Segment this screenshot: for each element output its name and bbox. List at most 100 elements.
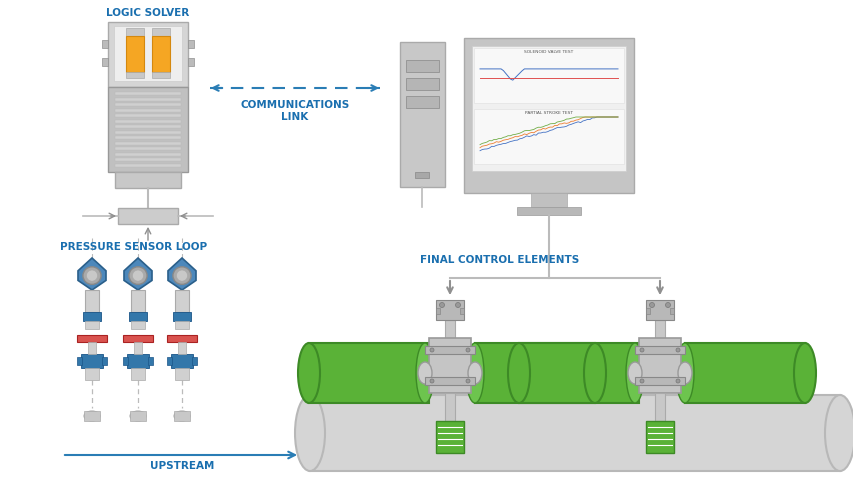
Polygon shape — [78, 258, 106, 290]
Bar — [131, 290, 145, 312]
Ellipse shape — [625, 343, 643, 403]
Bar — [84, 411, 100, 421]
Bar — [88, 342, 96, 354]
Bar — [85, 321, 99, 329]
Bar — [519, 343, 638, 403]
Bar — [115, 172, 181, 188]
Text: SOLENOID VALVE TEST: SOLENOID VALVE TEST — [524, 50, 573, 54]
Polygon shape — [168, 258, 196, 290]
Bar — [635, 346, 684, 354]
Bar — [115, 92, 181, 95]
Bar — [175, 290, 189, 312]
Ellipse shape — [676, 348, 679, 352]
Bar — [102, 58, 107, 66]
Bar — [188, 40, 194, 48]
Bar — [115, 136, 181, 139]
Bar — [127, 354, 148, 368]
Bar — [516, 207, 580, 215]
Bar — [473, 48, 624, 103]
Ellipse shape — [84, 411, 100, 421]
Bar — [473, 109, 624, 164]
Bar — [115, 163, 181, 166]
Ellipse shape — [294, 395, 325, 471]
Bar — [107, 22, 188, 87]
Bar — [425, 346, 474, 354]
Bar — [444, 393, 455, 421]
Bar — [405, 60, 438, 72]
Text: LOGIC SOLVER: LOGIC SOLVER — [107, 8, 189, 18]
Bar — [174, 411, 189, 421]
Ellipse shape — [508, 343, 530, 403]
Bar — [85, 368, 99, 380]
Bar — [167, 357, 171, 365]
Ellipse shape — [639, 379, 643, 383]
Bar — [115, 147, 181, 150]
Bar — [645, 308, 649, 314]
Text: PARTIAL STROKE TEST: PARTIAL STROKE TEST — [525, 111, 572, 115]
Ellipse shape — [793, 343, 815, 403]
Bar — [123, 357, 128, 365]
Bar — [638, 338, 680, 393]
Bar — [654, 320, 664, 338]
Ellipse shape — [417, 362, 432, 384]
Ellipse shape — [130, 411, 146, 421]
Bar — [126, 36, 144, 72]
Bar — [654, 393, 664, 421]
Bar — [148, 357, 153, 365]
Ellipse shape — [467, 362, 481, 384]
Bar — [115, 131, 181, 134]
Ellipse shape — [177, 270, 188, 281]
Bar — [131, 321, 145, 329]
Ellipse shape — [466, 379, 469, 383]
Ellipse shape — [86, 270, 97, 281]
Bar — [463, 38, 633, 193]
Ellipse shape — [664, 302, 670, 307]
Bar — [405, 96, 438, 108]
Bar — [635, 377, 684, 385]
Bar — [167, 335, 197, 342]
Ellipse shape — [583, 343, 606, 403]
Bar — [83, 312, 101, 321]
Ellipse shape — [430, 379, 433, 383]
Ellipse shape — [639, 348, 643, 352]
Bar — [670, 308, 673, 314]
Bar — [115, 114, 181, 117]
Bar — [81, 354, 103, 368]
Bar — [415, 172, 428, 178]
Ellipse shape — [649, 302, 653, 307]
Ellipse shape — [132, 270, 143, 281]
Bar — [129, 312, 147, 321]
Bar — [130, 411, 146, 421]
Ellipse shape — [298, 343, 320, 403]
Bar — [310, 395, 839, 471]
Ellipse shape — [415, 343, 433, 403]
Ellipse shape — [174, 411, 189, 421]
Polygon shape — [124, 258, 152, 290]
Bar — [115, 152, 181, 155]
Bar — [115, 125, 181, 128]
Ellipse shape — [83, 267, 101, 285]
Ellipse shape — [430, 348, 433, 352]
Bar — [428, 338, 471, 393]
Bar — [115, 98, 181, 100]
Ellipse shape — [466, 343, 484, 403]
Bar — [152, 72, 170, 78]
Ellipse shape — [824, 395, 853, 471]
Bar — [115, 142, 181, 145]
Bar — [399, 42, 444, 187]
Text: FINAL CONTROL ELEMENTS: FINAL CONTROL ELEMENTS — [420, 255, 579, 265]
Bar — [134, 342, 142, 354]
Bar — [436, 300, 463, 320]
Ellipse shape — [455, 302, 460, 307]
Bar — [460, 308, 463, 314]
Ellipse shape — [677, 362, 691, 384]
Bar — [102, 40, 107, 48]
Bar — [118, 208, 177, 224]
Bar — [115, 103, 181, 106]
Bar — [309, 343, 428, 403]
Ellipse shape — [676, 343, 693, 403]
Bar — [474, 343, 595, 403]
Bar — [107, 87, 188, 172]
Bar — [152, 28, 170, 36]
Bar — [425, 377, 474, 385]
